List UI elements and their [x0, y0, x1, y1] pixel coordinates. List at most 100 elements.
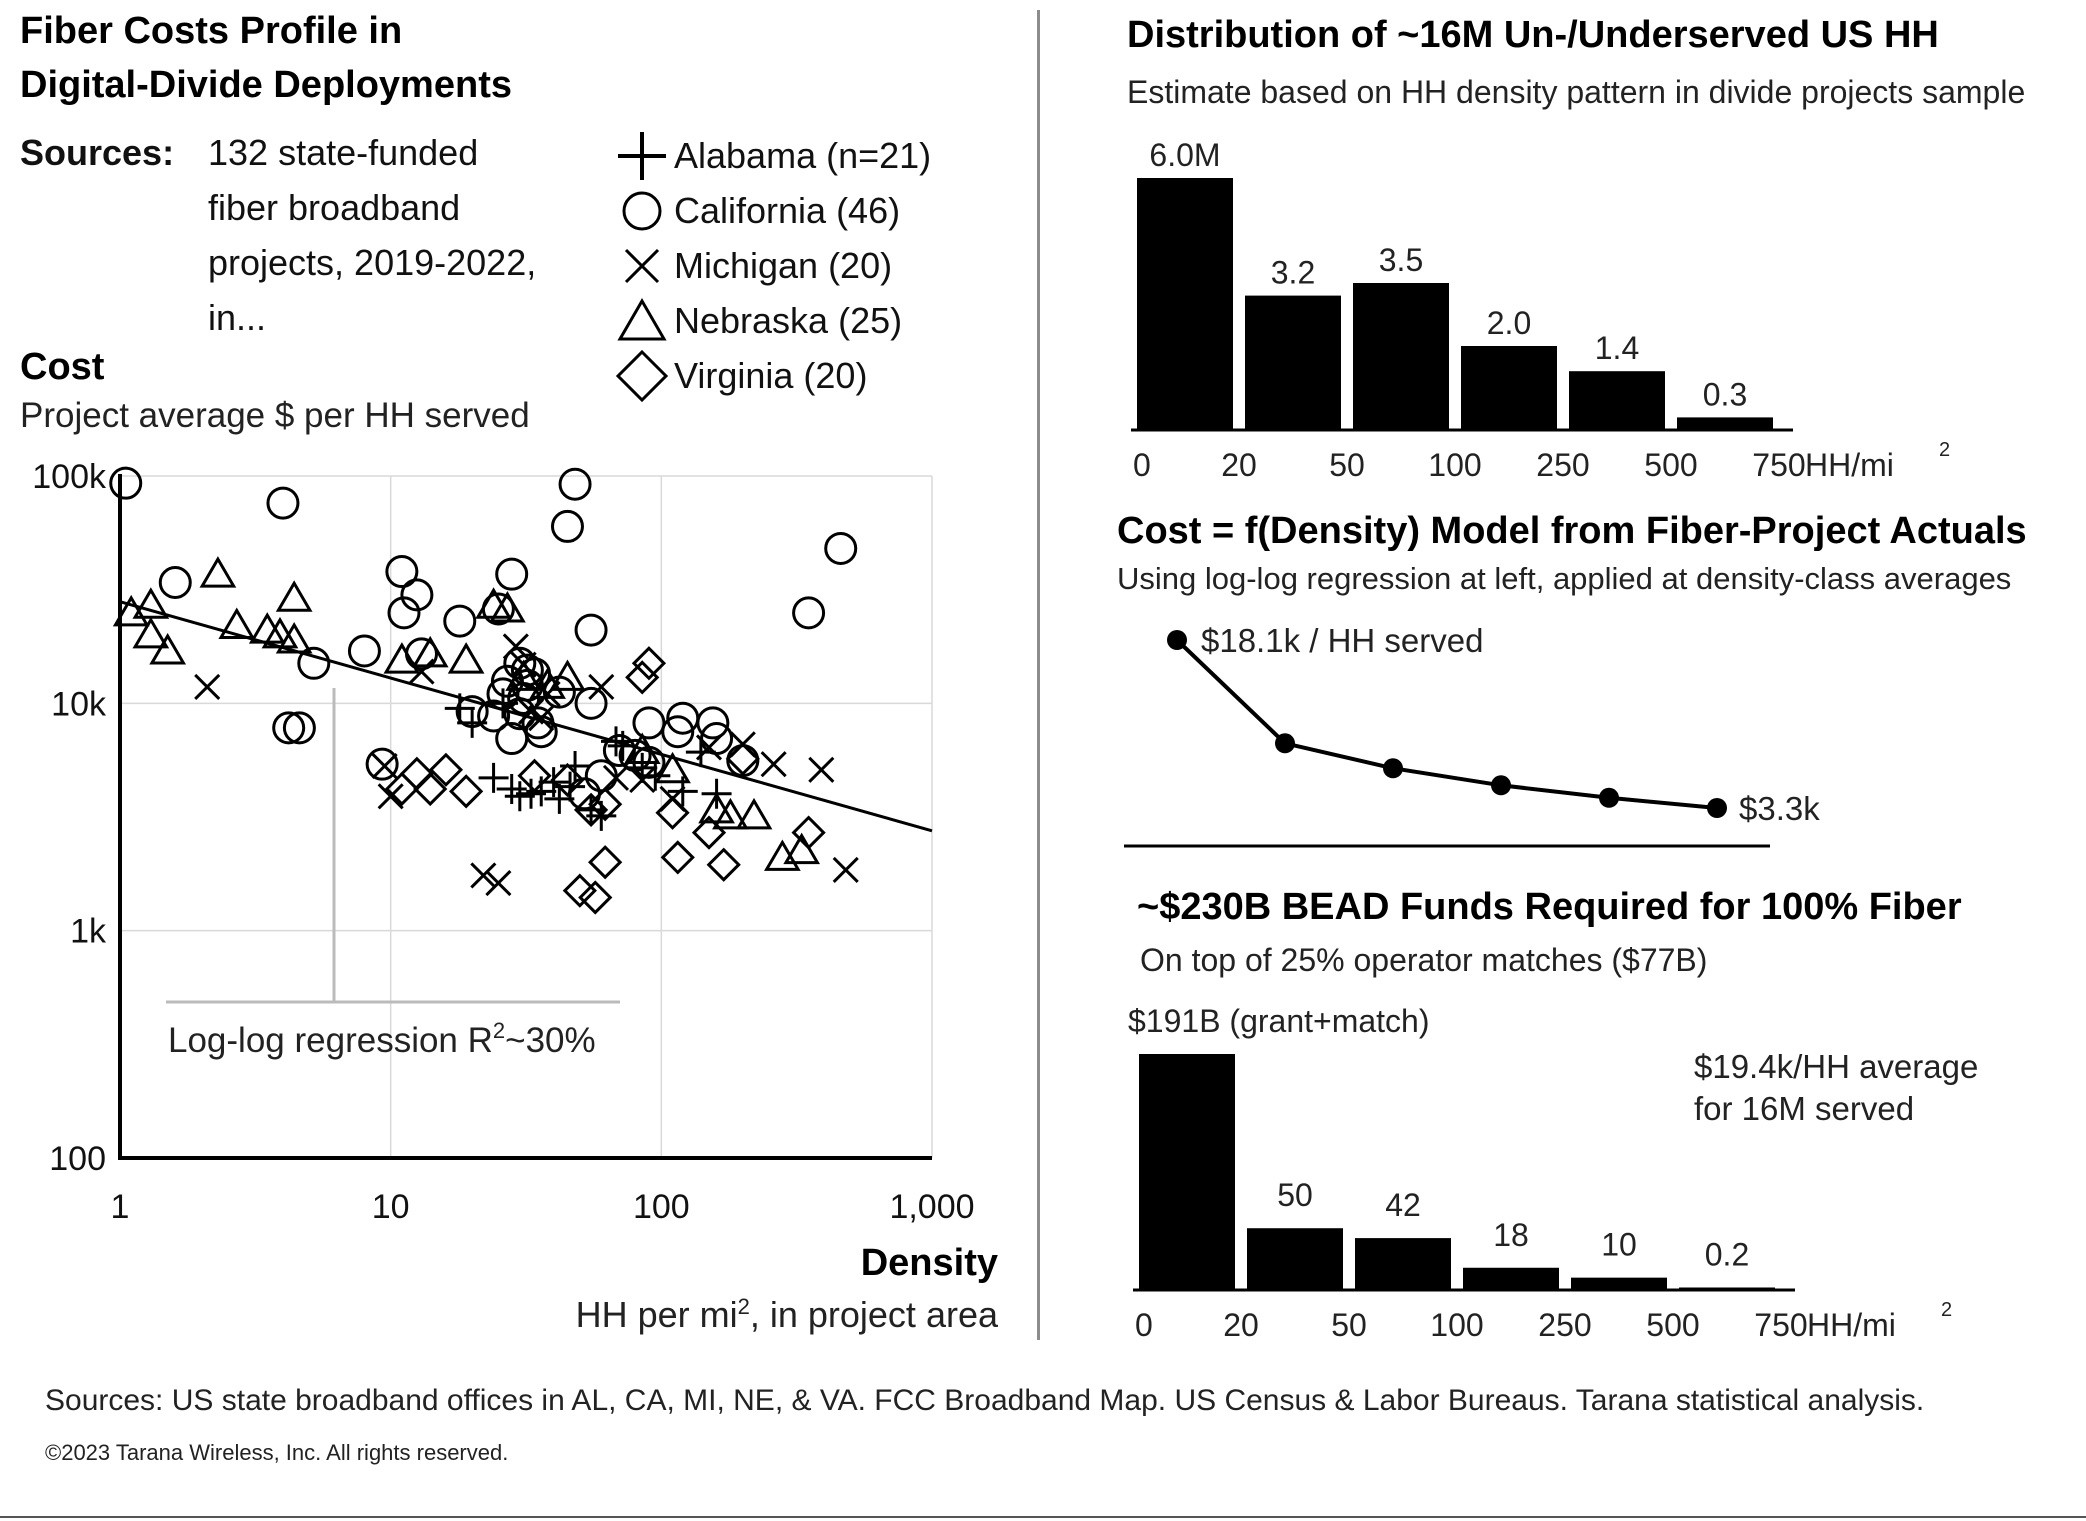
bar: [1355, 1238, 1451, 1290]
bar: [1569, 371, 1665, 430]
data-point-circle: [477, 699, 511, 733]
bar: [1677, 417, 1773, 430]
x-tick-label: 1: [111, 1188, 130, 1226]
y-tick-label: 10k: [51, 685, 107, 723]
data-point-circle: [400, 578, 434, 612]
data-point-triangle: [149, 632, 187, 665]
data-point-triangle: [764, 839, 801, 871]
y-tick-label: 1k: [70, 913, 107, 951]
x-tick-label: 10: [372, 1188, 410, 1226]
cost-model-line-chart: $18.1k / HH served $3.3k: [1124, 622, 1820, 848]
triangle-marker-icon: [617, 298, 667, 341]
scatter-points: [109, 466, 933, 915]
scatter-annotation: [166, 688, 620, 1004]
regression-note: Log-log regression R2~30%: [168, 1018, 596, 1060]
cost-model-label-end: $3.3k: [1739, 790, 1820, 827]
data-point-circle: [385, 555, 419, 589]
data-point-x: [588, 673, 615, 701]
data-point-circle: [387, 596, 421, 630]
model-title: Cost = f(Density) Model from Fiber-Proje…: [1117, 510, 2027, 552]
density-title: Density: [860, 1242, 998, 1284]
data-point-x: [194, 673, 221, 701]
legend-label: Alabama (n=21): [674, 135, 932, 176]
data-point-circle: [726, 744, 760, 778]
data-point-diamond: [660, 840, 695, 875]
data-point-triangle: [248, 612, 286, 644]
distribution-bar-chart: 6.0M 3.2 3.5 2.0 1.4 0.3 0 20 50 100 250 500 750 HH/m…: [1131, 137, 1950, 483]
bead-title: ~$230B BEAD Funds Required for 100% Fibe…: [1137, 886, 1962, 928]
data-point-circle: [558, 467, 592, 501]
data-point-circle: [792, 596, 826, 630]
legend-label: California (46): [674, 190, 901, 231]
cost-model-line: [1175, 638, 1718, 810]
model-subtitle: Using log-log regression at left, applie…: [1117, 561, 2012, 596]
legend-item-nebraska: Nebraska (25): [614, 293, 902, 349]
data-point-diamond: [573, 792, 609, 827]
legend-item-virginia: Virginia (20): [614, 348, 867, 404]
data-point-triangle: [199, 556, 237, 588]
bar: [1463, 1267, 1559, 1290]
data-point-plus: [478, 762, 509, 793]
data-point-circle: [550, 509, 584, 543]
bar: [1571, 1277, 1667, 1290]
bin-edge-label: 750: [1752, 447, 1805, 483]
data-point-circle: [282, 711, 316, 745]
bin-edge-label: 20: [1223, 1307, 1259, 1343]
bin-edge-label: 250: [1536, 447, 1589, 483]
bin-edge-label: 20: [1221, 447, 1257, 483]
data-point-triangle: [735, 797, 773, 830]
scatter-chart: 1 10 100 1,000 100k 10k 1k 100 Log-log regressi…: [32, 458, 974, 1226]
data-point-circle: [455, 695, 489, 729]
data-point-triangle: [654, 751, 691, 784]
bead-subtitle: On top of 25% operator matches ($77B): [1140, 942, 1708, 978]
data-point-circle: [661, 715, 695, 749]
data-point-triangle: [549, 659, 586, 691]
data-point-diamond: [691, 815, 727, 850]
bar: [1137, 178, 1233, 430]
bar-value-label: 18: [1493, 1217, 1529, 1253]
sources-line-2: fiber broadband: [208, 187, 461, 228]
sources-label: Sources:: [20, 132, 175, 173]
right-charts: 6.0M3.2 3.52.01.40.30 20 50 100 250 500 750 HH/m…: [1124, 137, 1952, 1343]
y-tick-label: 100k: [32, 458, 107, 496]
data-point-diamond: [706, 847, 741, 882]
bar-value-label: 6.0M: [1149, 137, 1220, 173]
bin-edge-label: 750: [1754, 1307, 1807, 1343]
plus-marker-icon: [618, 132, 666, 180]
data-point-diamond: [578, 880, 613, 915]
bar: [1353, 283, 1449, 430]
bin-edge-label: 500: [1644, 447, 1697, 483]
legend-item-california: California (46): [614, 183, 900, 239]
bead-note-line1: $19.4k/HH average: [1694, 1048, 1979, 1085]
data-point-circle: [347, 634, 381, 668]
dist-subtitle: Estimate based on HH density pattern in …: [1127, 74, 2026, 110]
sources-line-3: projects, 2019-2022,: [208, 242, 537, 283]
x-marker-icon: [624, 248, 660, 284]
data-point-diamond: [588, 787, 623, 822]
density-subtitle: HH per mi2, in project area: [575, 1294, 998, 1335]
bar-value-label: $191B (grant+match): [1128, 1003, 1430, 1039]
circle-marker-icon: [622, 191, 662, 231]
bar: [1139, 1054, 1235, 1290]
bar-value-label: 50: [1277, 1177, 1313, 1213]
data-point-circle: [272, 711, 306, 745]
legend-label: Virginia (20): [674, 355, 868, 396]
left-title-line2: Digital-Divide Deployments: [20, 64, 512, 106]
scatter-tick-labels: 1 10 100 1,000 100k 10k 1k 100: [32, 458, 974, 1226]
bar: [1461, 346, 1557, 430]
bar-value-label: 3.5: [1379, 242, 1423, 278]
data-point-diamond: [428, 752, 464, 787]
data-point-circle: [574, 613, 608, 647]
y-tick-label: 100: [49, 1140, 106, 1178]
bar-value-label: 0.3: [1703, 376, 1747, 412]
bead-note-line2: for 16M served: [1694, 1090, 1915, 1127]
legend-label: Nebraska (25): [674, 300, 903, 341]
data-point-triangle: [783, 832, 821, 865]
bar-value-label: 0.2: [1705, 1237, 1749, 1273]
data-point-x: [377, 783, 404, 810]
data-point-triangle: [489, 591, 526, 623]
data-point-triangle: [132, 616, 170, 649]
bar-value-label: 1.4: [1595, 330, 1639, 366]
data-point-x: [629, 766, 656, 794]
